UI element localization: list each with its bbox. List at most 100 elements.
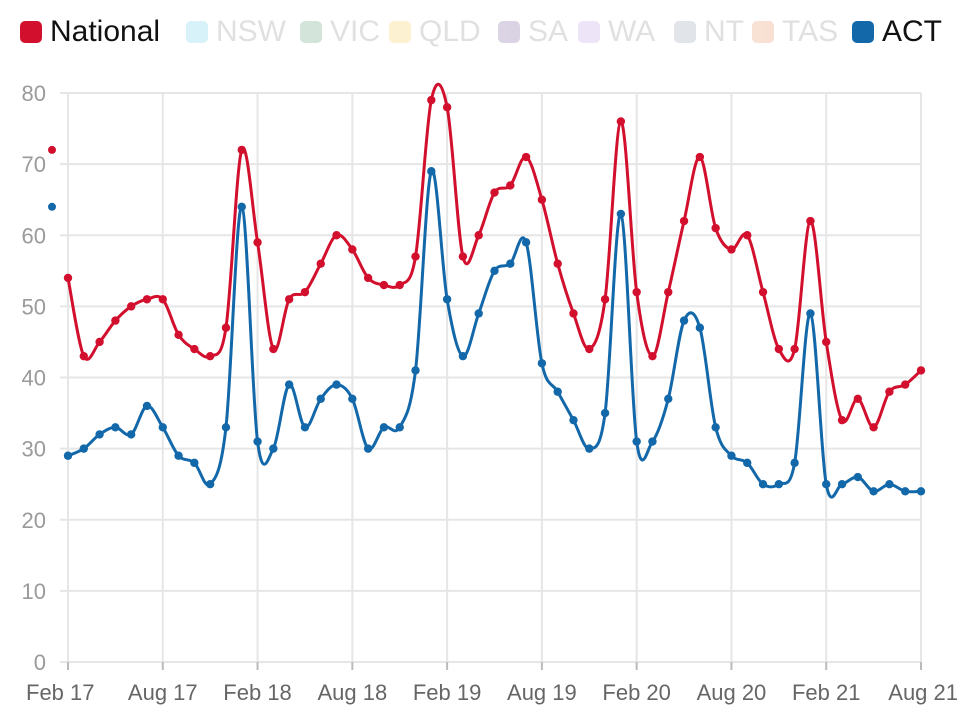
data-point-national[interactable] — [743, 231, 752, 240]
data-point-national[interactable] — [332, 231, 341, 240]
data-point-national[interactable] — [190, 344, 199, 354]
data-point-national[interactable] — [869, 423, 878, 432]
data-point-act[interactable] — [111, 423, 120, 432]
data-point-national[interactable] — [853, 394, 863, 404]
data-point-national[interactable] — [63, 273, 73, 283]
legend-item-act[interactable]: ACT — [852, 14, 942, 50]
data-point-national[interactable] — [758, 287, 768, 297]
data-point-act[interactable] — [190, 458, 199, 468]
data-point-national[interactable] — [174, 330, 183, 340]
data-point-national[interactable] — [727, 245, 736, 254]
data-point-national[interactable] — [221, 323, 231, 332]
data-point-national[interactable] — [111, 316, 120, 325]
data-point-act[interactable] — [885, 479, 894, 489]
data-point-act[interactable] — [442, 295, 452, 304]
data-point-national[interactable] — [790, 344, 799, 354]
data-point-national[interactable] — [427, 95, 436, 105]
data-point-act[interactable] — [348, 394, 357, 404]
data-point-act[interactable] — [553, 387, 562, 396]
data-point-act[interactable] — [901, 487, 910, 496]
data-point-national[interactable] — [901, 380, 910, 389]
data-point-national[interactable] — [806, 216, 815, 226]
data-point-act[interactable] — [205, 479, 215, 489]
data-point-national[interactable] — [253, 238, 262, 247]
data-point-act[interactable] — [395, 423, 404, 432]
legend-item-nt[interactable]: NT — [674, 14, 744, 50]
data-point-national[interactable] — [774, 344, 784, 354]
data-point-national[interactable] — [142, 295, 152, 304]
data-point-act[interactable] — [363, 444, 373, 453]
data-point-national[interactable] — [553, 259, 562, 268]
data-point-act[interactable] — [616, 209, 626, 219]
data-point-act[interactable] — [506, 259, 515, 268]
data-point-national[interactable] — [158, 295, 167, 304]
data-point-act[interactable] — [126, 430, 136, 439]
data-point-national[interactable] — [711, 223, 720, 233]
data-point-act[interactable] — [427, 167, 436, 176]
data-point-act[interactable] — [679, 316, 689, 325]
data-point-act[interactable] — [711, 423, 720, 432]
data-point-act[interactable] — [916, 487, 926, 496]
data-point-act[interactable] — [332, 380, 341, 389]
legend-item-nsw[interactable]: NSW — [186, 14, 286, 50]
data-point-act[interactable] — [822, 479, 831, 489]
data-point-act[interactable] — [411, 366, 420, 375]
data-point-national[interactable] — [442, 103, 452, 112]
data-point-national[interactable] — [411, 252, 420, 261]
data-point-national[interactable] — [237, 145, 246, 155]
data-point-act[interactable] — [695, 323, 705, 332]
data-point-act[interactable] — [458, 351, 468, 361]
data-point-act[interactable] — [727, 451, 736, 460]
data-point-act[interactable] — [774, 479, 784, 489]
data-point-national[interactable] — [490, 188, 499, 197]
data-point-act[interactable] — [537, 359, 547, 368]
data-point-national[interactable] — [569, 309, 578, 318]
data-point-national[interactable] — [379, 280, 389, 290]
data-point-national[interactable] — [363, 273, 373, 283]
data-point-act[interactable] — [221, 423, 231, 432]
data-point-national[interactable] — [537, 195, 547, 204]
data-point-national[interactable] — [458, 252, 468, 261]
data-point-national[interactable] — [348, 245, 357, 254]
data-point-act[interactable] — [63, 451, 73, 460]
data-point-national[interactable] — [521, 152, 531, 162]
data-point-national[interactable] — [632, 287, 641, 297]
data-point-act[interactable] — [379, 423, 389, 432]
legend-item-sa[interactable]: SA — [498, 14, 568, 50]
data-point-act[interactable] — [300, 423, 310, 432]
data-point-act[interactable] — [284, 380, 294, 389]
data-point-act[interactable] — [790, 458, 799, 468]
data-point-act[interactable] — [474, 309, 483, 318]
data-point-act[interactable] — [648, 437, 657, 446]
legend-item-vic[interactable]: VIC — [300, 14, 380, 50]
data-point-act[interactable] — [269, 444, 278, 453]
legend-item-wa[interactable]: WA — [578, 14, 655, 50]
data-point-national[interactable] — [474, 231, 483, 240]
data-point-act[interactable] — [521, 238, 531, 247]
data-point-national[interactable] — [916, 366, 926, 375]
data-point-act[interactable] — [600, 408, 610, 418]
data-point-national[interactable] — [269, 344, 278, 354]
data-point-national[interactable] — [600, 295, 610, 304]
legend-item-tas[interactable]: TAS — [752, 14, 838, 50]
data-point-act[interactable] — [158, 423, 167, 432]
data-point-national[interactable] — [126, 302, 136, 311]
data-point-act[interactable] — [585, 444, 594, 453]
legend-item-qld[interactable]: QLD — [389, 14, 481, 50]
data-point-act[interactable] — [853, 472, 863, 482]
data-point-national[interactable] — [284, 295, 294, 304]
data-point-act[interactable] — [758, 479, 768, 489]
data-point-national[interactable] — [95, 337, 104, 347]
data-point-act[interactable] — [174, 451, 183, 460]
data-point-act[interactable] — [490, 266, 499, 276]
data-point-national[interactable] — [205, 351, 215, 361]
data-point-act[interactable] — [79, 444, 88, 453]
data-point-national[interactable] — [585, 344, 594, 354]
data-point-act[interactable] — [837, 479, 847, 489]
data-point-national[interactable] — [679, 216, 689, 226]
data-point-national[interactable] — [885, 387, 894, 396]
data-point-act[interactable] — [806, 309, 815, 318]
data-point-act[interactable] — [664, 394, 673, 404]
data-point-national[interactable] — [300, 287, 310, 297]
data-point-act[interactable] — [316, 394, 325, 404]
